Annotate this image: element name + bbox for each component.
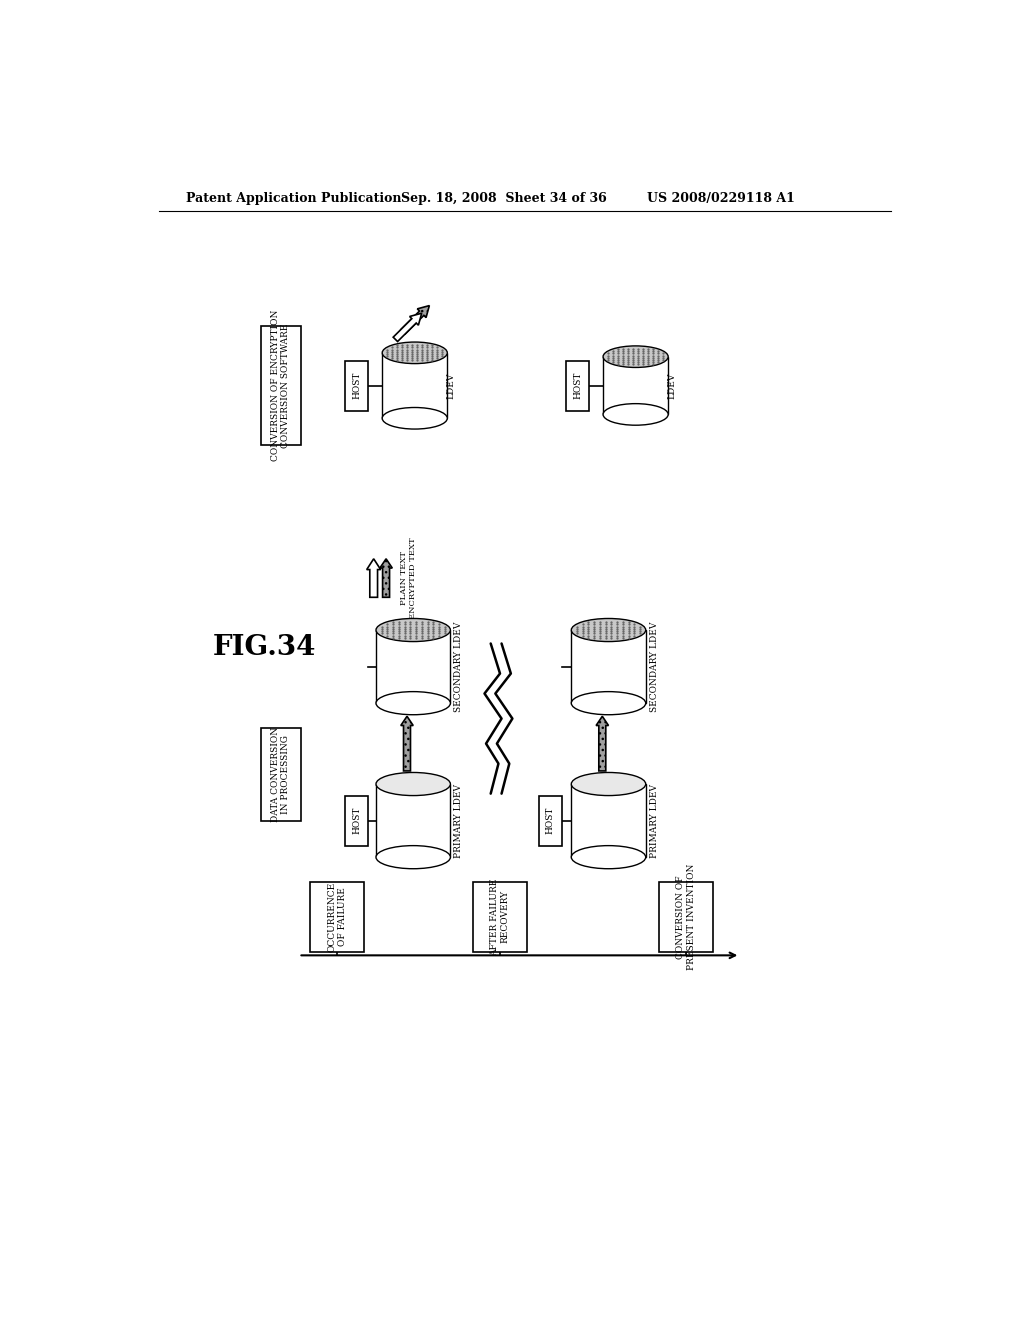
Ellipse shape <box>603 404 669 425</box>
FancyBboxPatch shape <box>260 326 301 445</box>
Ellipse shape <box>376 692 451 714</box>
Text: LDEV: LDEV <box>446 372 456 399</box>
Polygon shape <box>393 313 422 342</box>
FancyBboxPatch shape <box>310 882 365 952</box>
Polygon shape <box>382 352 447 418</box>
Polygon shape <box>376 784 451 857</box>
FancyBboxPatch shape <box>539 796 562 846</box>
Text: PRIMARY LDEV: PRIMARY LDEV <box>455 784 463 858</box>
Polygon shape <box>596 717 608 771</box>
Text: FIG.34: FIG.34 <box>213 634 316 661</box>
Text: AFTER FAILURE
RECOVERY: AFTER FAILURE RECOVERY <box>490 878 510 956</box>
Polygon shape <box>571 784 646 857</box>
Ellipse shape <box>603 346 669 367</box>
Polygon shape <box>376 630 451 704</box>
FancyBboxPatch shape <box>473 882 527 952</box>
Text: SECONDARY LDEV: SECONDARY LDEV <box>649 622 658 711</box>
Text: CONVERSION OF ENCRYPTION
CONVERSION SOFTWARE: CONVERSION OF ENCRYPTION CONVERSION SOFT… <box>271 310 291 461</box>
Polygon shape <box>400 717 414 771</box>
FancyBboxPatch shape <box>566 360 589 411</box>
Polygon shape <box>367 558 381 598</box>
FancyBboxPatch shape <box>260 729 301 821</box>
Ellipse shape <box>571 619 646 642</box>
Polygon shape <box>571 630 646 704</box>
Text: HOST: HOST <box>352 372 361 399</box>
Ellipse shape <box>376 619 451 642</box>
Polygon shape <box>380 558 392 598</box>
Text: HOST: HOST <box>352 807 361 834</box>
Text: LDEV: LDEV <box>668 372 677 399</box>
Ellipse shape <box>571 846 646 869</box>
Text: ENCRYPTED TEXT: ENCRYPTED TEXT <box>410 537 418 619</box>
Text: HOST: HOST <box>573 372 582 399</box>
Ellipse shape <box>571 772 646 796</box>
FancyBboxPatch shape <box>345 360 369 411</box>
Text: US 2008/0229118 A1: US 2008/0229118 A1 <box>647 191 795 205</box>
Text: Patent Application Publication: Patent Application Publication <box>186 191 401 205</box>
Ellipse shape <box>376 846 451 869</box>
FancyBboxPatch shape <box>345 796 369 846</box>
Text: Sep. 18, 2008  Sheet 34 of 36: Sep. 18, 2008 Sheet 34 of 36 <box>400 191 606 205</box>
Text: SECONDARY LDEV: SECONDARY LDEV <box>455 622 463 711</box>
Ellipse shape <box>376 772 451 796</box>
Text: CONVERSION OF
PRESENT INVENTION: CONVERSION OF PRESENT INVENTION <box>676 863 695 970</box>
Text: PRIMARY LDEV: PRIMARY LDEV <box>649 784 658 858</box>
FancyBboxPatch shape <box>658 882 713 952</box>
Text: DATA CONVERSION
IN PROCESSING: DATA CONVERSION IN PROCESSING <box>271 727 291 822</box>
Ellipse shape <box>571 692 646 714</box>
Text: HOST: HOST <box>546 807 555 834</box>
Polygon shape <box>603 356 669 414</box>
Ellipse shape <box>382 408 447 429</box>
Ellipse shape <box>382 342 447 363</box>
Text: PLAIN TEXT: PLAIN TEXT <box>400 550 408 605</box>
Polygon shape <box>400 306 429 334</box>
Text: OCCURRENCE
OF FAILURE: OCCURRENCE OF FAILURE <box>328 882 347 952</box>
